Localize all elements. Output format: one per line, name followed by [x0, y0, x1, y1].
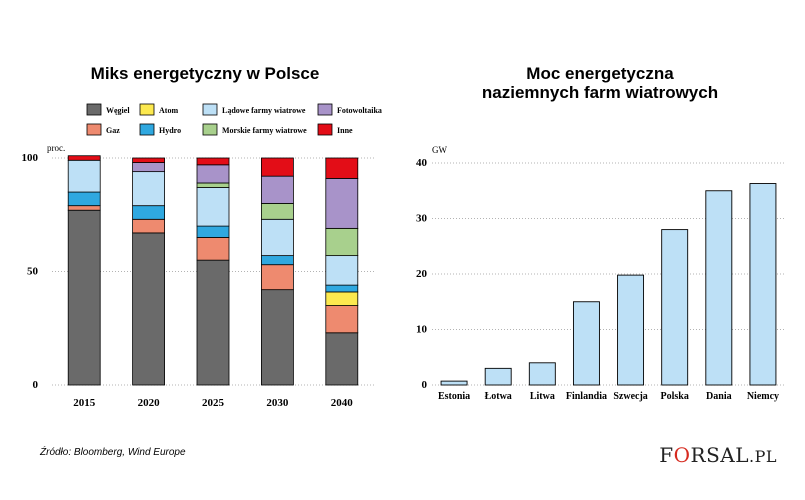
stacked-bar-segment [260, 289, 294, 386]
legend-swatch [86, 103, 102, 116]
legend-swatch [139, 103, 155, 116]
right-x-tick-label: Dania [706, 391, 732, 402]
left-y-tick-label: 0 [33, 379, 39, 391]
legend-label: Morskie farmy wiatrowe [222, 126, 307, 135]
right-x-tick-label: Szwecja [613, 391, 647, 402]
right-x-tick-label: Estonia [438, 391, 470, 402]
stacked-bar-segment [67, 209, 101, 386]
stacked-bar-segment [196, 187, 230, 227]
left-x-tick-label: 2025 [202, 397, 225, 409]
legend-label: Węgiel [106, 106, 130, 115]
stacked-bar-segment [196, 225, 230, 238]
stacked-bar-segment [325, 284, 359, 293]
legend-label: Inne [337, 126, 353, 135]
left-x-tick-label: 2015 [73, 397, 96, 409]
right-y-tick-label: 40 [416, 157, 428, 169]
legend-label: Hydro [159, 126, 181, 135]
stacked-bar-segment [196, 164, 230, 184]
wind-capacity-bar [705, 190, 733, 386]
legend-swatch [317, 123, 333, 136]
right-x-tick-label: Łotwa [485, 391, 512, 402]
stacked-bar-segment [260, 218, 294, 257]
right-chart-title: Moc energetyczna naziemnych farm wiatrowy… [481, 64, 719, 102]
stacked-bar-segment [132, 171, 166, 207]
left-x-tick-label: 2030 [266, 397, 289, 409]
legend-swatch [317, 103, 333, 116]
wind-capacity-bar [440, 380, 468, 386]
right-x-tick-label: Litwa [530, 391, 555, 402]
stacked-bar-segment [196, 259, 230, 386]
stacked-bar-segment [260, 157, 294, 177]
wind-capacity-bar [617, 274, 645, 386]
right-x-tick-label: Polska [661, 391, 689, 402]
legend-label: Gaz [106, 126, 120, 135]
right-y-tick-label: 20 [416, 268, 428, 280]
legend-swatch [202, 103, 218, 116]
right-y-tick-label: 0 [422, 379, 428, 391]
left-y-tick-label: 50 [27, 266, 39, 278]
stacked-bar-segment [196, 237, 230, 261]
stacked-bar-segment [325, 227, 359, 257]
stacked-bar-segment [67, 205, 101, 211]
legend-swatch [139, 123, 155, 136]
stacked-bar-segment [132, 232, 166, 386]
right-x-tick-label: Finlandia [566, 391, 607, 402]
wind-capacity-bar [661, 229, 689, 386]
stacked-bar-segment [67, 155, 101, 161]
stacked-bar-segment [132, 205, 166, 220]
legend-label: Lądowe farmy wiatrowe [222, 106, 306, 115]
stacked-bar-segment [260, 255, 294, 266]
stacked-bar-segment [260, 264, 294, 291]
stacked-bar-segment [325, 291, 359, 306]
forsal-logo: FORSAL.PL [659, 443, 777, 467]
left-x-tick-label: 2020 [138, 397, 161, 409]
right-y-tick-label: 10 [416, 324, 428, 336]
stacked-bar-segment [132, 157, 166, 163]
legend-swatch [86, 123, 102, 136]
wind-capacity-bar [484, 367, 512, 386]
right-y-tick-label: 30 [416, 213, 428, 225]
legend-label: Atom [159, 106, 178, 115]
stacked-bar-segment [325, 178, 359, 229]
stacked-bar-segment [196, 182, 230, 188]
stacked-bar-segment [196, 157, 230, 166]
stacked-bar-segment [67, 159, 101, 193]
left-unit-label: proc. [47, 143, 65, 153]
legend-swatch [202, 123, 218, 136]
stacked-bar-segment [325, 305, 359, 334]
stacked-bar-segment [67, 191, 101, 207]
stacked-bar-segment [260, 202, 294, 220]
wind-capacity-bar [572, 301, 600, 386]
left-x-tick-label: 2040 [331, 397, 354, 409]
stacked-bar-segment [325, 157, 359, 179]
legend-label: Fotowoltaika [337, 106, 382, 115]
right-unit-label: GW [432, 145, 447, 155]
stacked-bar-segment [325, 332, 359, 386]
wind-capacity-bar [749, 183, 777, 386]
left-y-tick-label: 100 [22, 152, 39, 164]
right-x-tick-label: Niemcy [747, 391, 779, 402]
source-note: Źródło: Bloomberg, Wind Europe [40, 447, 186, 458]
left-chart-title: Miks energetyczny w Polsce [90, 64, 320, 83]
stacked-bar-segment [325, 255, 359, 286]
stacked-bar-segment [260, 175, 294, 204]
wind-capacity-bar [528, 362, 556, 386]
stacked-bar-segment [132, 218, 166, 234]
stacked-bar-segment [132, 162, 166, 173]
